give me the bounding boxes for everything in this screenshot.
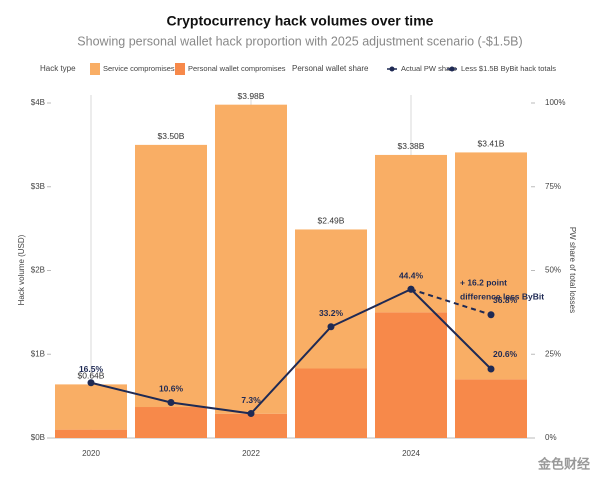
point xyxy=(407,285,415,293)
dashed-line xyxy=(410,288,492,316)
point xyxy=(487,365,495,373)
bar xyxy=(135,144,207,408)
y2-tick-label: 25% xyxy=(545,349,561,358)
annotation: + 16.2 point xyxy=(460,277,507,287)
point xyxy=(247,410,255,418)
bar xyxy=(375,312,447,438)
y-axis-label: Hack volume (USD) xyxy=(17,234,26,305)
line xyxy=(90,288,492,415)
y-tick-label: $1B xyxy=(31,349,45,358)
bar xyxy=(455,379,527,438)
point-label: 33.2% xyxy=(319,308,344,318)
point xyxy=(167,398,175,406)
bar xyxy=(295,229,367,369)
y-tick-label: $0B xyxy=(31,433,45,442)
annotation: difference less ByBit xyxy=(460,291,544,301)
point-label: 36.8% xyxy=(493,295,518,305)
point-label: 7.3% xyxy=(241,395,261,405)
y2-axis-label: PW share of total losses xyxy=(568,227,577,313)
point xyxy=(487,311,495,319)
bar xyxy=(215,104,287,414)
x-tick-label: 2024 xyxy=(402,449,420,458)
y-tick-label: $3B xyxy=(31,182,45,191)
y2-tick-label: 0% xyxy=(545,433,557,442)
bar xyxy=(295,368,367,438)
point xyxy=(87,379,95,387)
legend-swatch xyxy=(389,66,395,72)
legend-swatch xyxy=(90,63,100,75)
legend-label: Service compromises xyxy=(103,64,175,73)
x-tick-label: 2022 xyxy=(242,449,260,458)
y2-tick-label: 100% xyxy=(545,98,565,107)
y-tick-label: $4B xyxy=(31,98,45,107)
point xyxy=(327,323,335,331)
chart-title: Cryptocurrency hack volumes over time xyxy=(167,13,434,29)
bar xyxy=(215,413,287,438)
total-label: $3.41B xyxy=(478,139,505,149)
legend-label: Personal wallet compromises xyxy=(188,64,286,73)
point-label: 20.6% xyxy=(493,349,518,359)
legend-label: Less $1.5B ByBit hack totals xyxy=(461,64,556,73)
legend-label: Actual PW share xyxy=(401,64,457,73)
legend-swatch xyxy=(175,63,185,75)
y-tick-label: $2B xyxy=(31,266,45,275)
legend-group-title: Personal wallet share xyxy=(292,64,369,73)
total-label: $3.50B xyxy=(158,131,185,141)
point-label: 16.5% xyxy=(79,364,104,374)
x-tick-label: 2020 xyxy=(82,449,100,458)
legend-group-title: Hack type xyxy=(40,64,76,73)
bar xyxy=(55,384,127,430)
bar xyxy=(135,407,207,438)
total-label: $0.64B xyxy=(78,371,105,381)
bar xyxy=(455,152,527,380)
bar xyxy=(55,429,127,438)
chart-subtitle: Showing personal wallet hack proportion … xyxy=(77,34,522,48)
point-label: 44.4% xyxy=(399,271,424,281)
total-label: $3.98B xyxy=(238,91,265,101)
y2-tick-label: 75% xyxy=(545,182,561,191)
total-label: $2.49B xyxy=(318,216,345,226)
total-label: $3.38B xyxy=(398,141,425,151)
y2-tick-label: 50% xyxy=(545,266,561,275)
watermark: 金色财经 xyxy=(537,456,590,471)
legend-swatch xyxy=(449,66,455,72)
point-label: 10.6% xyxy=(159,384,184,394)
